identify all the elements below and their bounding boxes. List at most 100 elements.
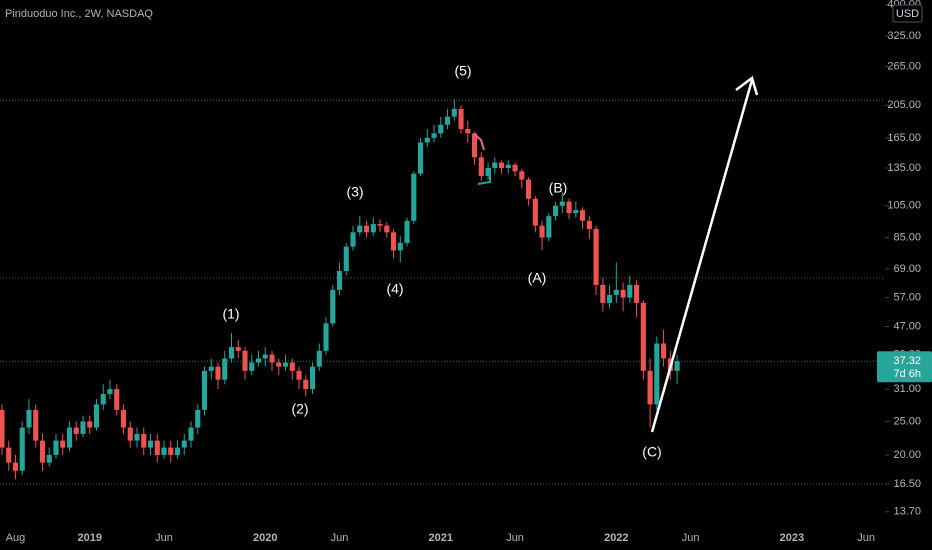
candle-body <box>444 116 451 125</box>
candle-body <box>336 271 343 290</box>
wave-label: (C) <box>642 444 661 460</box>
y-tick-label: 165.00 <box>887 132 921 144</box>
candle-body <box>471 133 478 158</box>
candle-body <box>0 409 5 448</box>
candle-body <box>53 440 59 455</box>
candle-body <box>60 440 66 448</box>
candle-body <box>161 447 167 455</box>
candle-body <box>12 462 19 471</box>
candle-body <box>19 427 25 471</box>
y-tick-label: 13.70 <box>893 506 921 518</box>
price-axis <box>885 0 932 522</box>
candle-body <box>127 427 133 441</box>
candle-body <box>559 201 565 206</box>
wave-label: (3) <box>346 184 363 200</box>
x-tick-label: Jun <box>155 532 173 544</box>
y-tick-label: 205.00 <box>887 99 921 111</box>
candle-body <box>390 232 397 251</box>
candle-body <box>303 379 309 390</box>
candle-body <box>370 224 376 233</box>
candle-body <box>276 362 282 367</box>
candle-body <box>627 284 633 298</box>
candle-body <box>525 179 532 199</box>
candle-body <box>343 246 349 272</box>
candle-body <box>634 284 640 303</box>
plot-area <box>0 99 885 485</box>
candle-body <box>485 168 491 177</box>
candle-body <box>262 354 268 359</box>
candle-body <box>39 440 46 463</box>
last-price-box <box>877 351 932 383</box>
y-tick-label: 47.00 <box>893 320 921 332</box>
candle-body <box>363 225 370 233</box>
last-price-label: 37.32 <box>893 355 921 367</box>
teal-mark <box>477 168 491 185</box>
x-tick-label: Jun <box>857 532 875 544</box>
candle-body <box>411 173 417 221</box>
candle-body <box>242 350 248 371</box>
candle-body <box>586 220 592 229</box>
wave-label: (2) <box>291 401 308 417</box>
candle-body <box>107 389 113 395</box>
candle-body <box>431 133 437 138</box>
candle-body <box>674 361 680 371</box>
currency-box[interactable] <box>892 4 923 23</box>
candle-body <box>613 289 619 295</box>
candle-body <box>195 409 201 428</box>
y-tick-label: 25.00 <box>893 415 921 427</box>
candle-body <box>593 228 599 285</box>
candle-body <box>114 389 120 410</box>
candle-body <box>573 210 579 214</box>
candle-body <box>532 198 538 226</box>
chart-title: Pinduoduo Inc., 2W, NASDAQ <box>5 8 153 20</box>
candle-body <box>80 421 86 434</box>
candle-body <box>73 427 79 434</box>
candle-body <box>188 427 194 441</box>
pink-arrow <box>473 133 485 151</box>
candle-body <box>134 433 140 441</box>
currency: USD <box>896 8 919 20</box>
candle-body <box>147 440 154 448</box>
candle-body <box>222 358 228 380</box>
candle-body <box>120 409 127 428</box>
candle-body <box>600 284 606 303</box>
candle-body <box>512 164 518 172</box>
candle-body <box>323 323 329 351</box>
candle-body <box>539 225 545 238</box>
candle-body <box>87 421 93 428</box>
arrow-head <box>735 75 759 96</box>
candle-body <box>141 433 147 448</box>
candle-body <box>208 366 214 371</box>
candle-body <box>397 242 403 251</box>
candle-body <box>384 225 390 233</box>
x-tick-label: Jun <box>506 532 524 544</box>
candle-body <box>553 205 559 217</box>
wave-label: (B) <box>549 180 568 196</box>
candle-body <box>357 225 363 233</box>
projection-arrow <box>650 79 754 433</box>
candle-body <box>661 343 667 359</box>
candle-body <box>458 108 464 130</box>
candle-body <box>330 289 336 324</box>
x-tick-label: 2022 <box>604 532 628 544</box>
y-tick-label: 57.00 <box>893 291 921 303</box>
candle-body <box>6 447 12 463</box>
candle-body <box>93 404 100 428</box>
y-tick-label: 265.00 <box>887 61 921 73</box>
wave-label: (1) <box>222 306 239 322</box>
candle-body <box>546 216 552 238</box>
candle-body <box>66 427 73 448</box>
candle-body <box>607 294 613 303</box>
candle-body <box>26 409 32 428</box>
candle-body <box>249 362 255 371</box>
candle-body <box>505 164 511 169</box>
candle-body <box>100 394 106 405</box>
candle-body <box>228 347 235 359</box>
candle-body <box>417 142 424 174</box>
wave-label: (4) <box>386 281 403 297</box>
x-tick-label: 2019 <box>77 532 101 544</box>
y-tick-label: 69.00 <box>893 263 921 275</box>
candle-body <box>174 447 181 455</box>
